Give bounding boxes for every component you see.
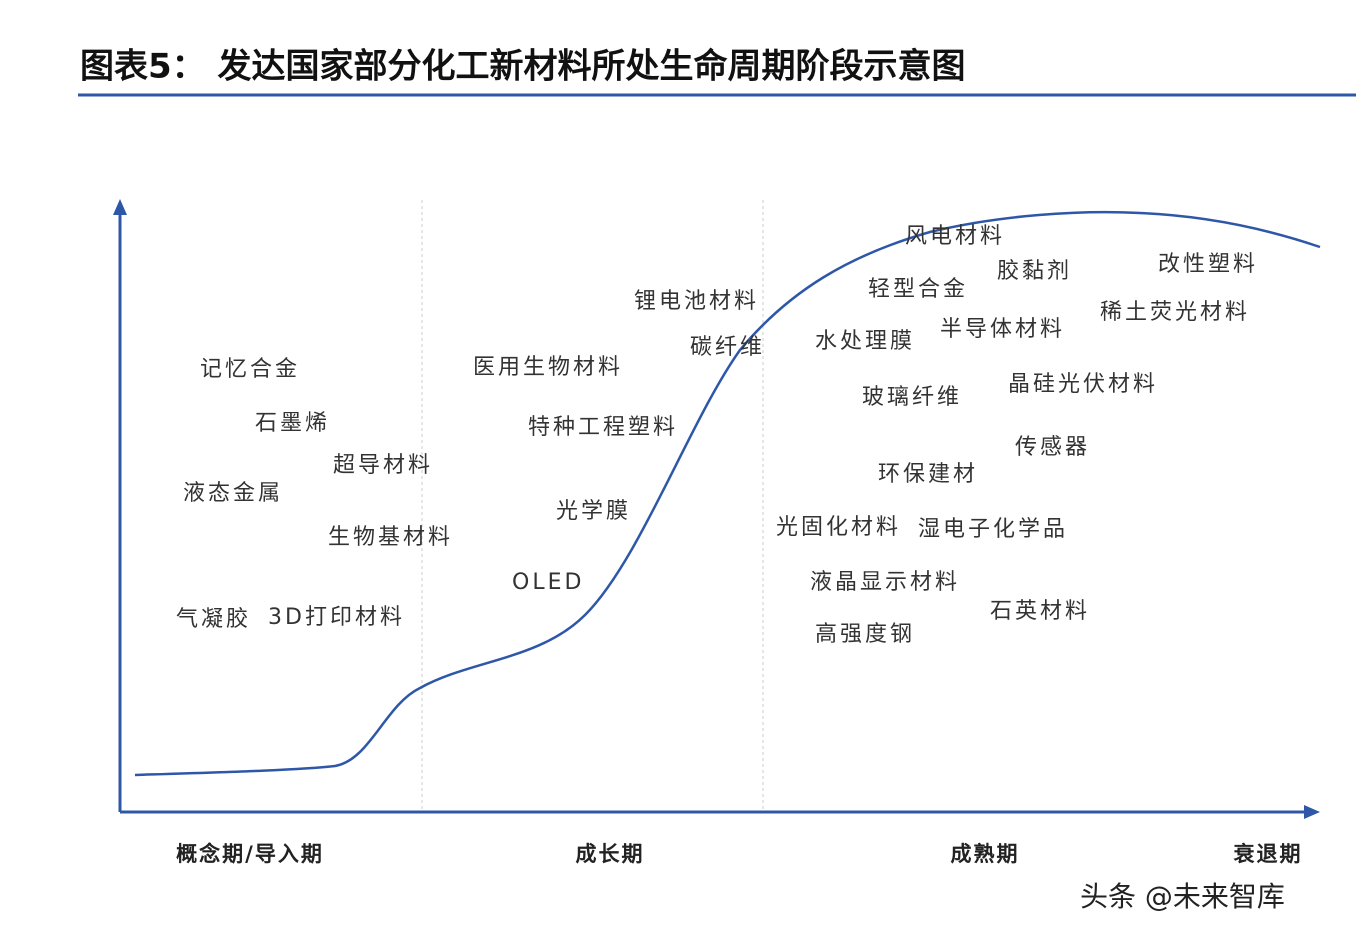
material-label: 水处理膜 <box>815 329 915 354</box>
material-label: 液态金属 <box>183 481 283 506</box>
title: 图表5： 发达国家部分化工新材料所处生命周期阶段示意图 <box>80 47 966 87</box>
material-label: 特种工程塑料 <box>528 415 678 440</box>
material-label: 玻璃纤维 <box>862 385 962 410</box>
material-label: 改性塑料 <box>1158 252 1258 277</box>
material-label: 湿电子化学品 <box>918 517 1068 542</box>
material-label: 气凝胶 <box>176 607 251 632</box>
material-label: 3D打印材料 <box>268 605 405 630</box>
material-label: 高强度钢 <box>815 622 915 647</box>
material-label: 晶硅光伏材料 <box>1008 372 1158 397</box>
material-label: 记忆合金 <box>200 357 300 382</box>
material-label: 半导体材料 <box>940 317 1065 342</box>
stage-label: 概念期/导入期 <box>176 842 324 866</box>
material-label: 光学膜 <box>556 499 631 524</box>
material-label: OLED <box>512 570 584 595</box>
watermark: 头条 @未来智库 <box>1080 880 1285 913</box>
material-label: 碳纤维 <box>690 335 765 360</box>
material-label: 石墨烯 <box>255 411 330 436</box>
lifecycle-curve <box>134 210 1321 777</box>
x-arrow <box>1304 805 1320 819</box>
material-label: 医用生物材料 <box>473 355 623 380</box>
material-label: 超导材料 <box>333 453 433 478</box>
material-label: 传感器 <box>1015 435 1090 460</box>
material-label: 环保建材 <box>878 462 978 487</box>
material-label: 石英材料 <box>990 599 1090 624</box>
material-label: 锂电池材料 <box>634 289 759 314</box>
y-arrow <box>113 199 127 215</box>
material-label: 液晶显示材料 <box>810 570 960 595</box>
stage-label: 成长期 <box>576 842 645 866</box>
material-label: 稀土荧光材料 <box>1100 300 1250 325</box>
material-label: 胶黏剂 <box>997 259 1072 284</box>
stage-label: 成熟期 <box>951 842 1020 866</box>
material-label: 生物基材料 <box>328 525 453 550</box>
material-label: 光固化材料 <box>776 515 901 540</box>
material-label: 风电材料 <box>905 224 1005 249</box>
stage-label: 衰退期 <box>1234 842 1303 866</box>
material-label: 轻型合金 <box>868 277 968 302</box>
